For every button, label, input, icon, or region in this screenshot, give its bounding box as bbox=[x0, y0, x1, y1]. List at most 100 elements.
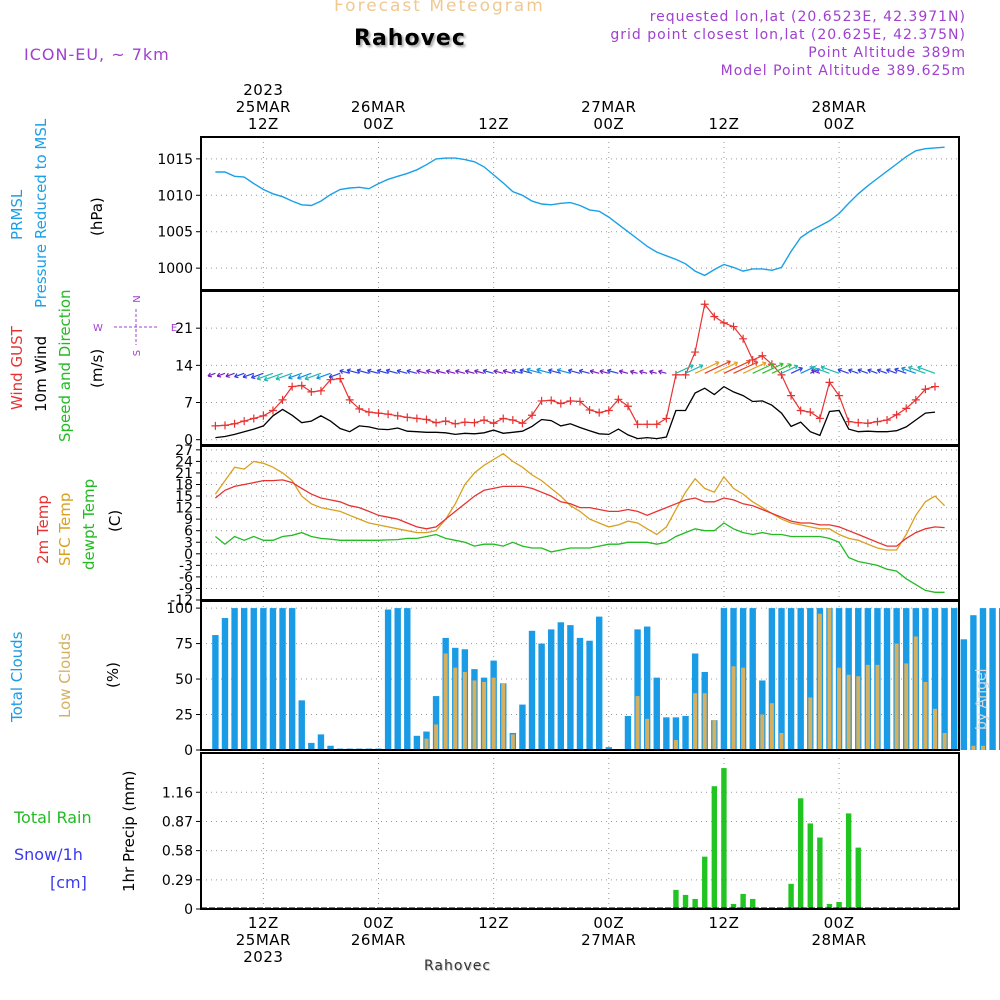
clouds-unit-label: (%) bbox=[104, 662, 122, 688]
total-cloud-bar bbox=[624, 715, 632, 750]
total-cloud-bar bbox=[327, 745, 334, 750]
compass-e: E bbox=[171, 323, 177, 334]
wind-arrow-head bbox=[406, 368, 411, 374]
temp2m-line bbox=[214, 479, 945, 547]
top-time-label: 28MAR bbox=[811, 98, 866, 116]
wind-arrow bbox=[800, 366, 814, 374]
y-tick-label: 27 bbox=[175, 443, 193, 459]
gust-marker bbox=[835, 391, 844, 400]
total-cloud-bar bbox=[941, 608, 948, 750]
low-cloud-bar bbox=[501, 683, 506, 750]
gust-label: Wind GUST bbox=[8, 326, 26, 410]
wind-arrow-head bbox=[769, 362, 774, 368]
wind-arrow bbox=[548, 369, 561, 374]
gust-marker bbox=[470, 418, 479, 427]
wind-arrow-head bbox=[793, 364, 799, 370]
gust-marker bbox=[931, 382, 940, 391]
y-tick-label: -12 bbox=[170, 593, 193, 609]
wind-arrow-head bbox=[556, 368, 562, 374]
gust-marker bbox=[259, 411, 268, 420]
total-cloud-bar bbox=[883, 608, 891, 750]
total-cloud-bar bbox=[922, 608, 929, 750]
wind-arrow-head bbox=[726, 360, 731, 366]
total-cloud-bar bbox=[212, 635, 219, 750]
low-cloud-bar bbox=[760, 714, 765, 750]
wind-arrow bbox=[304, 372, 322, 380]
wind-arrow-head bbox=[639, 369, 644, 375]
wind-arrow bbox=[811, 366, 830, 374]
total-cloud-bar bbox=[576, 637, 584, 750]
gust-marker bbox=[796, 406, 805, 415]
direction-label: Speed and Direction bbox=[56, 289, 74, 442]
rain-bar bbox=[855, 847, 861, 909]
wind-arrow bbox=[649, 370, 657, 374]
rain-bar bbox=[797, 798, 804, 909]
gust-marker bbox=[422, 415, 431, 424]
total-cloud-bar bbox=[567, 625, 574, 750]
top-time-label: 00Z bbox=[593, 115, 624, 133]
wind-arrow bbox=[426, 370, 437, 374]
wind-arrow-head bbox=[567, 368, 573, 374]
wind-arrow-head bbox=[698, 364, 704, 369]
total-cloud-bar bbox=[979, 608, 987, 750]
gust-marker bbox=[671, 370, 680, 379]
bottom-time-label: 26MAR bbox=[351, 931, 406, 949]
y-tick-label: 15 bbox=[175, 489, 193, 505]
low-cloud-bar bbox=[942, 732, 947, 750]
low-cloud-bar bbox=[693, 693, 698, 750]
total-cloud-bar bbox=[778, 608, 785, 750]
wind-arrow-head bbox=[811, 365, 816, 371]
wind-arrow bbox=[837, 368, 849, 374]
temp-unit-label: (C) bbox=[106, 509, 124, 532]
gust-marker bbox=[345, 395, 354, 404]
gust-marker bbox=[278, 395, 287, 404]
gust-marker bbox=[614, 395, 623, 404]
gust-marker bbox=[528, 411, 537, 420]
low-cloud-bar bbox=[491, 677, 496, 750]
wind-arrow-head bbox=[216, 372, 222, 378]
rain-bar bbox=[836, 901, 842, 909]
total-cloud-bar bbox=[998, 608, 1000, 750]
wind-arrow bbox=[867, 369, 878, 374]
gust-marker bbox=[719, 318, 728, 327]
wind-arrow-head bbox=[376, 368, 382, 374]
wind-arrow-head bbox=[263, 376, 269, 382]
total-cloud-bar bbox=[989, 608, 996, 750]
low-cloud-bar bbox=[779, 732, 784, 750]
wind-arrow-head bbox=[502, 368, 508, 375]
total-cloud-bar bbox=[970, 615, 977, 750]
wind-arrow bbox=[857, 369, 869, 374]
gust-marker bbox=[249, 414, 258, 423]
wind-arrow-head bbox=[589, 369, 595, 375]
total-cloud-bar bbox=[768, 608, 776, 750]
wind-arrow bbox=[752, 363, 774, 374]
total-cloud-bar bbox=[663, 717, 670, 750]
top-time-label: 26MAR bbox=[351, 98, 406, 116]
low-cloud-bar bbox=[980, 745, 985, 750]
wind-arrow-head bbox=[250, 374, 256, 380]
y-tick-label: 7 bbox=[184, 396, 193, 412]
wind-arrow-head bbox=[618, 369, 624, 375]
total-cloud-bar bbox=[960, 639, 967, 750]
wind-arrow-head bbox=[519, 368, 524, 374]
wind-arrow-head bbox=[548, 368, 553, 374]
gust-marker bbox=[441, 417, 450, 426]
total-cloud-bar bbox=[519, 704, 526, 750]
gust-marker bbox=[537, 396, 546, 405]
total-cloud-bar bbox=[528, 630, 536, 750]
wind-arrow-head bbox=[848, 368, 853, 374]
low-cloud-bar bbox=[731, 666, 736, 750]
wind-arrow-head bbox=[536, 367, 541, 373]
low-cloud-bar bbox=[453, 667, 458, 750]
wind-arrow bbox=[877, 369, 888, 374]
wind-arrow bbox=[367, 369, 379, 374]
wind-arrow bbox=[482, 369, 494, 374]
bottom-time-label: 00Z bbox=[824, 914, 855, 932]
rain-bar bbox=[807, 823, 813, 909]
wind-arrow bbox=[242, 372, 254, 378]
footer-location: Rahovec bbox=[424, 958, 492, 974]
low-cloud-bar bbox=[865, 664, 870, 750]
low-cloud-bar bbox=[673, 740, 678, 750]
gust-marker bbox=[700, 300, 709, 309]
top-time-label: 27MAR bbox=[581, 98, 636, 116]
